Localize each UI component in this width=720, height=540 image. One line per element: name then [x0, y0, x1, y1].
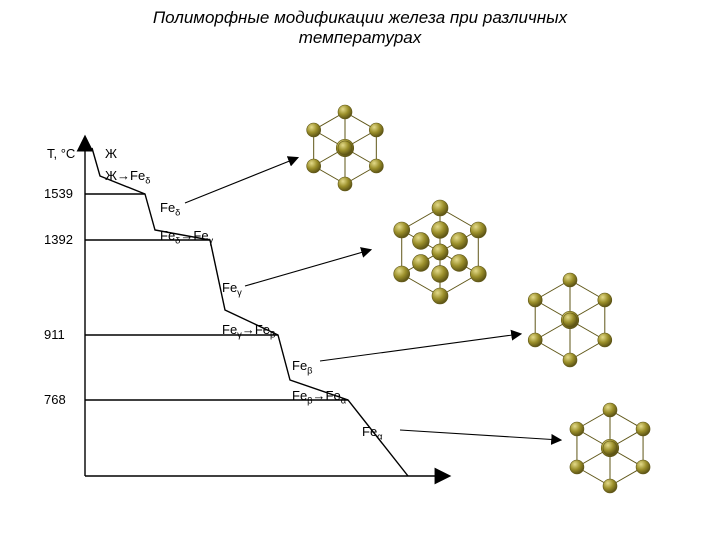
lattice-bcc [307, 105, 384, 191]
phase-label-1: Ж→Feδ [105, 168, 150, 186]
lattice-bcc [570, 403, 650, 493]
lattice-bcc [528, 273, 612, 367]
y-tick-768: 768 [44, 392, 66, 407]
phase-label-3: Feδ→Feγ [160, 228, 213, 246]
y-tick-911: 911 [44, 327, 65, 342]
phase-label-8: Feα [362, 424, 383, 442]
phase-label-0: Ж [105, 146, 117, 161]
y-tick-1392: 1392 [44, 232, 73, 247]
phase-label-6: Feβ [292, 358, 313, 376]
phase-label-2: Feδ [160, 200, 180, 218]
lattice-fcc [394, 200, 487, 304]
phase-label-7: Feβ→Feα [292, 388, 346, 406]
y-tick-1539: 1539 [44, 186, 73, 201]
diagram-svg [0, 0, 720, 540]
phase-label-4: Feγ [222, 280, 242, 298]
phase-label-5: Feγ→Feβ [222, 322, 275, 340]
